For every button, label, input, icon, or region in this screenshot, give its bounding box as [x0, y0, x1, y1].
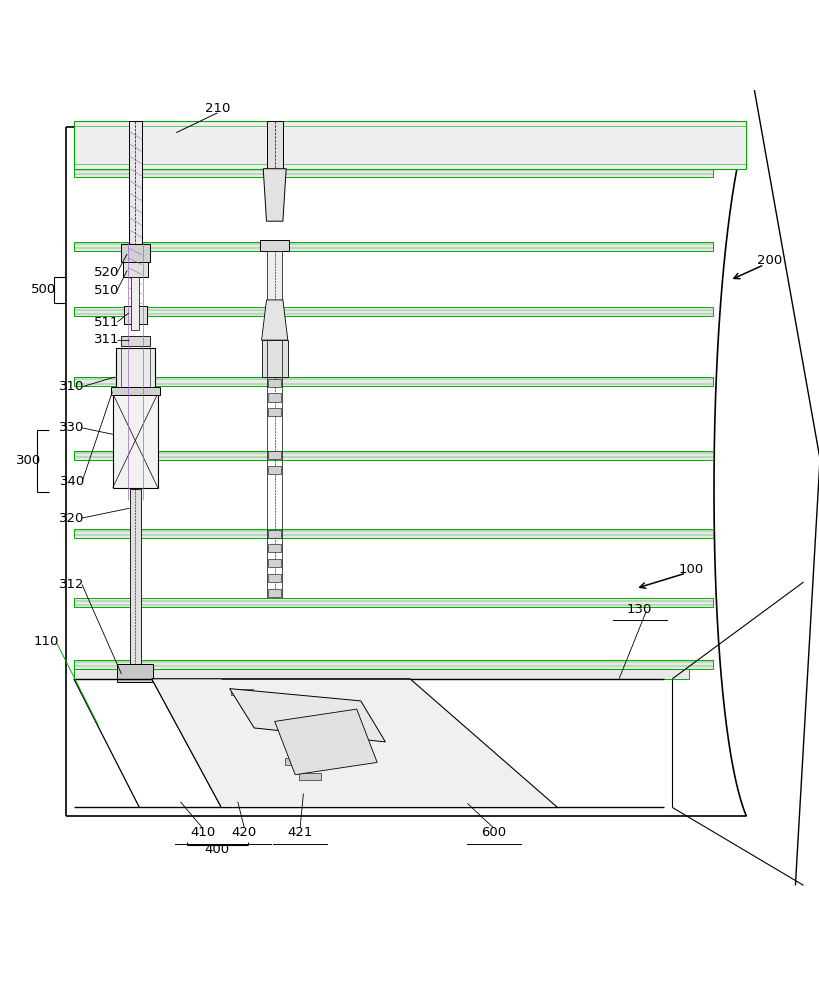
Bar [261, 340, 287, 377]
Bar [267, 251, 282, 300]
Text: 320: 320 [60, 512, 84, 525]
Text: 600: 600 [481, 826, 505, 839]
Text: 200: 200 [756, 254, 781, 267]
Polygon shape [152, 679, 557, 807]
Text: 340: 340 [60, 475, 84, 488]
Bar [268, 530, 281, 538]
Bar [268, 393, 281, 402]
Text: 310: 310 [60, 380, 84, 393]
Text: 312: 312 [59, 578, 85, 591]
Bar [247, 705, 269, 712]
Bar [124, 306, 147, 324]
Text: 420: 420 [232, 826, 256, 839]
Bar [299, 773, 320, 780]
Text: 400: 400 [205, 843, 229, 856]
Text: 130: 130 [627, 603, 651, 616]
Polygon shape [229, 689, 385, 742]
Bar [74, 242, 713, 251]
Bar [268, 408, 281, 416]
Bar [267, 300, 282, 599]
Polygon shape [263, 169, 286, 221]
Text: 520: 520 [94, 266, 119, 279]
Bar [292, 740, 314, 747]
Bar [74, 377, 713, 386]
Bar [268, 451, 281, 459]
Polygon shape [274, 709, 377, 775]
Bar [123, 262, 147, 277]
Bar [74, 529, 713, 538]
Bar [268, 466, 281, 474]
Bar [268, 559, 281, 567]
Text: 210: 210 [205, 102, 229, 115]
Text: 510: 510 [94, 284, 119, 297]
Text: 421: 421 [287, 826, 312, 839]
Bar [117, 664, 153, 682]
Text: 511: 511 [93, 316, 120, 329]
Bar [111, 387, 160, 395]
Bar [284, 758, 305, 765]
Text: 100: 100 [678, 563, 703, 576]
Text: 110: 110 [34, 635, 58, 648]
Bar [131, 277, 139, 330]
Bar [74, 669, 688, 679]
Text: 311: 311 [93, 333, 120, 346]
Text: 500: 500 [31, 283, 56, 296]
Bar [268, 574, 281, 582]
Bar [276, 721, 297, 728]
Bar [268, 379, 281, 387]
Text: 300: 300 [16, 454, 41, 467]
Bar [74, 451, 713, 460]
Bar [231, 689, 252, 695]
Bar [74, 121, 745, 169]
Bar [74, 598, 713, 607]
Bar [268, 589, 281, 597]
Text: 330: 330 [60, 421, 84, 434]
Bar [113, 393, 158, 488]
Bar [129, 489, 141, 666]
Bar [120, 336, 150, 346]
Bar [115, 348, 155, 389]
Bar [266, 121, 283, 169]
Bar [74, 307, 713, 316]
Bar [268, 544, 281, 552]
Polygon shape [261, 300, 287, 340]
Text: 410: 410 [190, 826, 215, 839]
Bar [129, 121, 142, 252]
Bar [120, 244, 150, 262]
Bar [260, 240, 289, 251]
Bar [74, 168, 713, 177]
Bar [74, 660, 713, 669]
